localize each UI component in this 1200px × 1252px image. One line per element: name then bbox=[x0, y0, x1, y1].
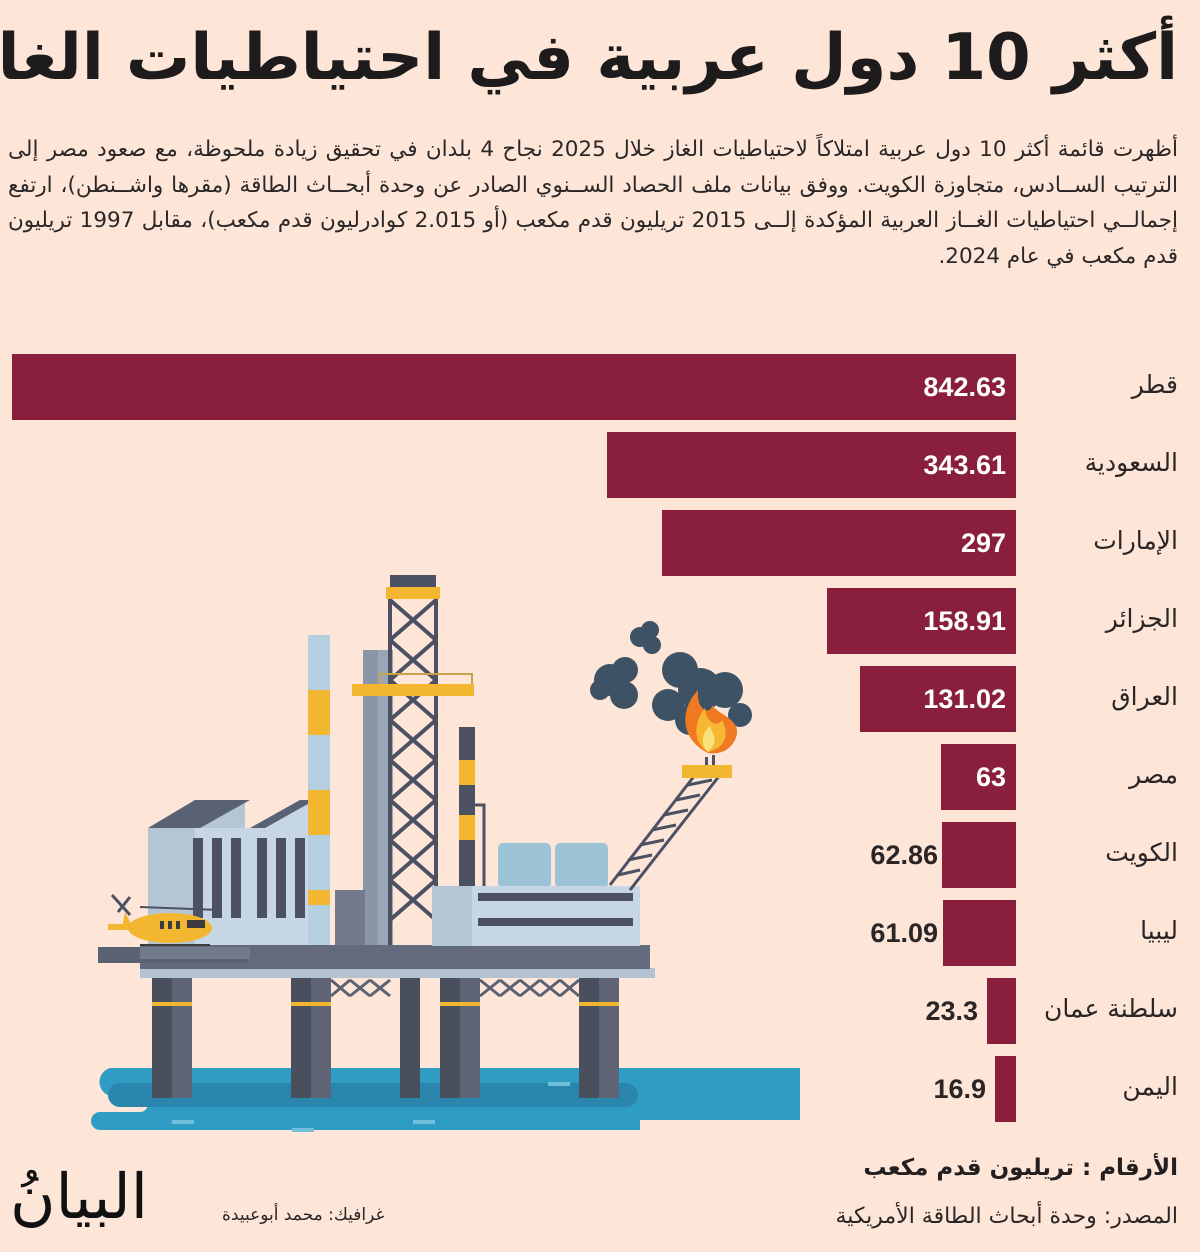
label-egypt: مصر bbox=[1129, 760, 1178, 789]
value-oman: 23.3 bbox=[925, 996, 978, 1026]
value-yemen: 16.9 bbox=[933, 1074, 986, 1104]
albayan-logo: البيانُ bbox=[10, 1160, 148, 1233]
value-qatar: 842.63 bbox=[923, 372, 1006, 402]
label-kuwait: الكويت bbox=[1105, 838, 1178, 867]
label-saudi: السعودية bbox=[1084, 448, 1178, 477]
bar-oman bbox=[987, 978, 1016, 1044]
source-label: المصدر: وحدة أبحاث الطاقة الأمريكية bbox=[835, 1204, 1178, 1229]
bar-qatar bbox=[12, 354, 1016, 420]
value-libya: 61.09 bbox=[870, 918, 938, 948]
bar-kuwait bbox=[942, 822, 1016, 888]
label-qatar: قطر bbox=[1131, 370, 1178, 399]
label-algeria: الجزائر bbox=[1105, 604, 1178, 633]
label-oman: سلطنة عمان bbox=[1044, 994, 1178, 1023]
value-egypt: 63 bbox=[975, 762, 1006, 792]
value-uae: 297 bbox=[960, 528, 1006, 558]
value-algeria: 158.91 bbox=[923, 606, 1006, 636]
value-iraq: 131.02 bbox=[923, 684, 1006, 714]
label-iraq: العراق bbox=[1111, 682, 1178, 711]
label-libya: ليبيا bbox=[1140, 916, 1178, 945]
page-title: أكثر 10 دول عربية في احتياطيات الغاز bbox=[0, 21, 1179, 95]
bar-algeria bbox=[827, 588, 1016, 654]
bar-uae bbox=[662, 510, 1016, 576]
label-uae: الإمارات bbox=[1093, 526, 1178, 555]
graphic-credit: غرافيك: محمد أبوعبيدة bbox=[222, 1205, 385, 1225]
intro-paragraph: أظهرت قائمة أكثر 10 دول عربية امتلاكاً ل… bbox=[8, 137, 1178, 269]
bar-yemen bbox=[995, 1056, 1016, 1122]
bar-libya bbox=[943, 900, 1016, 966]
value-saudi: 343.61 bbox=[923, 450, 1006, 480]
bar-egypt bbox=[941, 744, 1016, 810]
bar-saudi bbox=[607, 432, 1016, 498]
offshore-gas-platform-icon bbox=[91, 575, 800, 1132]
bar-iraq bbox=[860, 666, 1016, 732]
unit-label: الأرقام : تريليون قدم مكعب bbox=[863, 1155, 1178, 1181]
value-kuwait: 62.86 bbox=[870, 840, 938, 870]
label-yemen: اليمن bbox=[1122, 1072, 1178, 1101]
